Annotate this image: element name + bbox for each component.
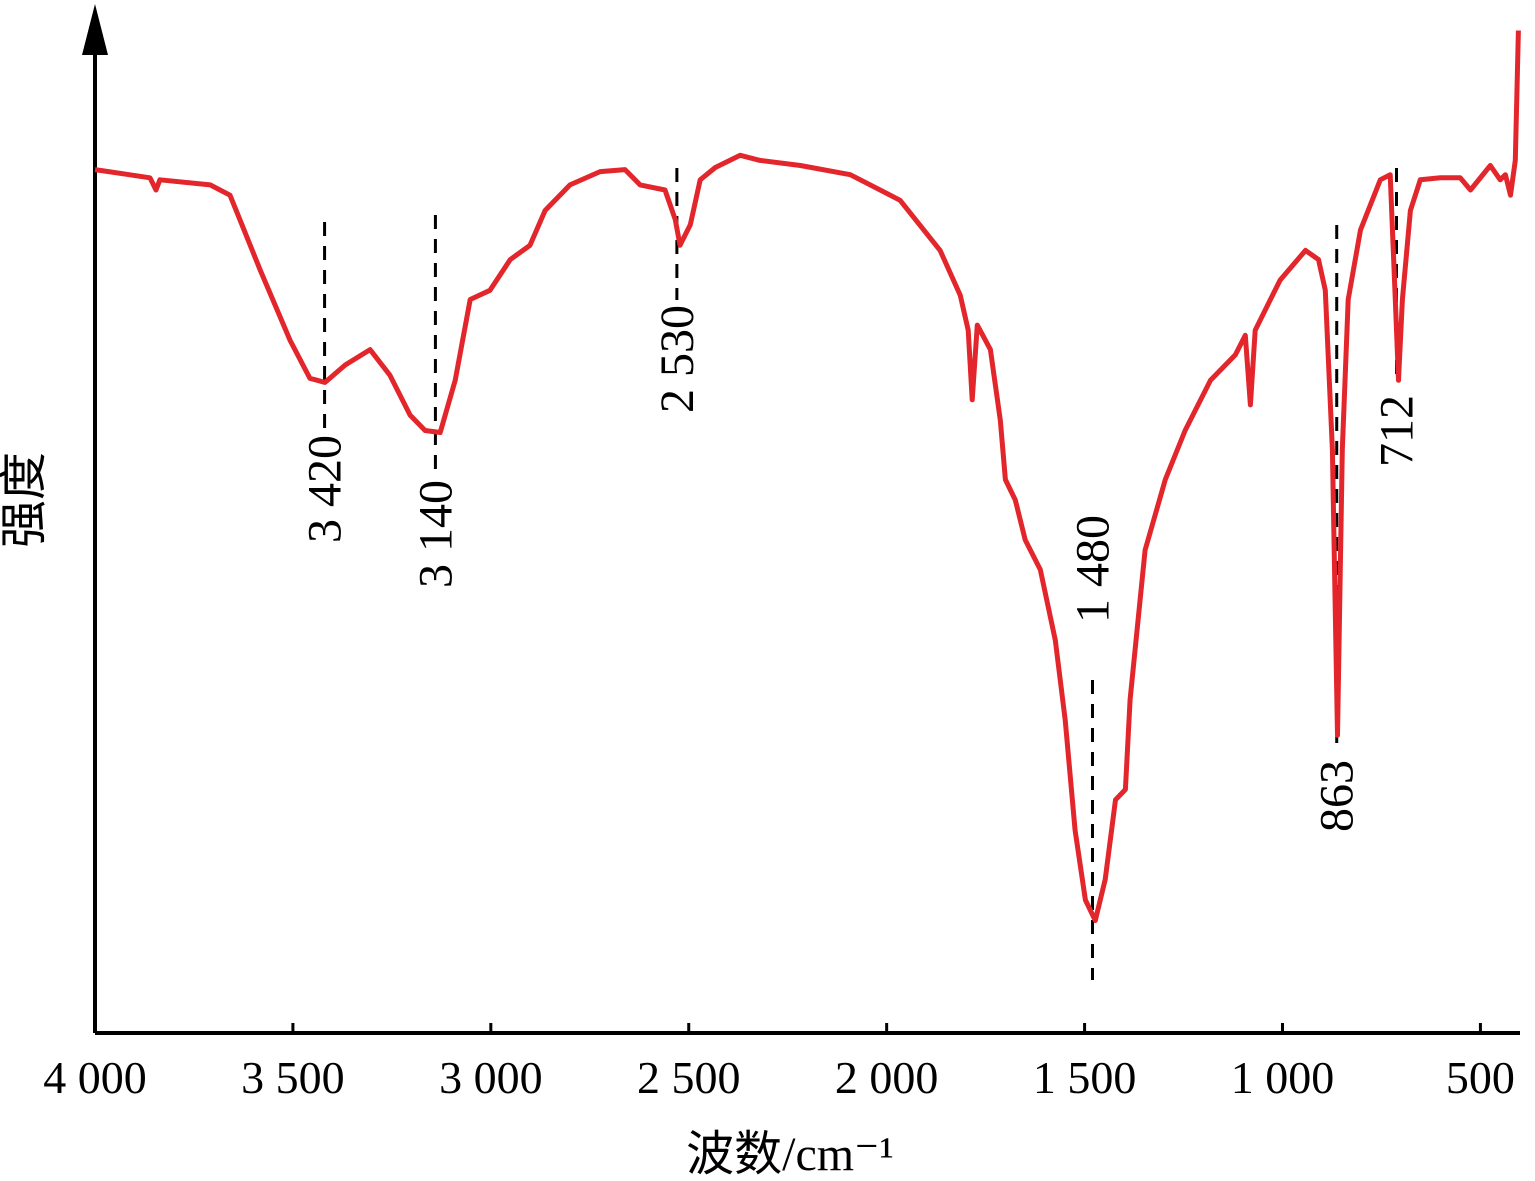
x-axis-label: 波数/cm⁻¹	[686, 1128, 894, 1181]
x-tick-label: 2 500	[637, 1052, 741, 1103]
x-tick-label: 1 000	[1231, 1052, 1335, 1103]
peak-label: 3 420	[299, 435, 352, 543]
y-axis-arrow	[82, 4, 108, 55]
y-axis-label: 强度	[0, 452, 51, 548]
peak-label: 1 480	[1067, 515, 1120, 623]
peak-label: 712	[1371, 395, 1424, 467]
peak-label: 3 140	[409, 480, 462, 588]
peak-label: 2 530	[651, 305, 704, 413]
x-tick-label: 3 500	[241, 1052, 345, 1103]
x-tick-label: 4 000	[43, 1052, 147, 1103]
x-tick-label: 500	[1446, 1052, 1515, 1103]
x-tick-label: 1 500	[1033, 1052, 1137, 1103]
peak-label: 863	[1311, 760, 1364, 832]
x-tick-label: 2 000	[835, 1052, 939, 1103]
x-tick-label: 3 000	[439, 1052, 543, 1103]
spectrum-line	[94, 30, 1521, 923]
